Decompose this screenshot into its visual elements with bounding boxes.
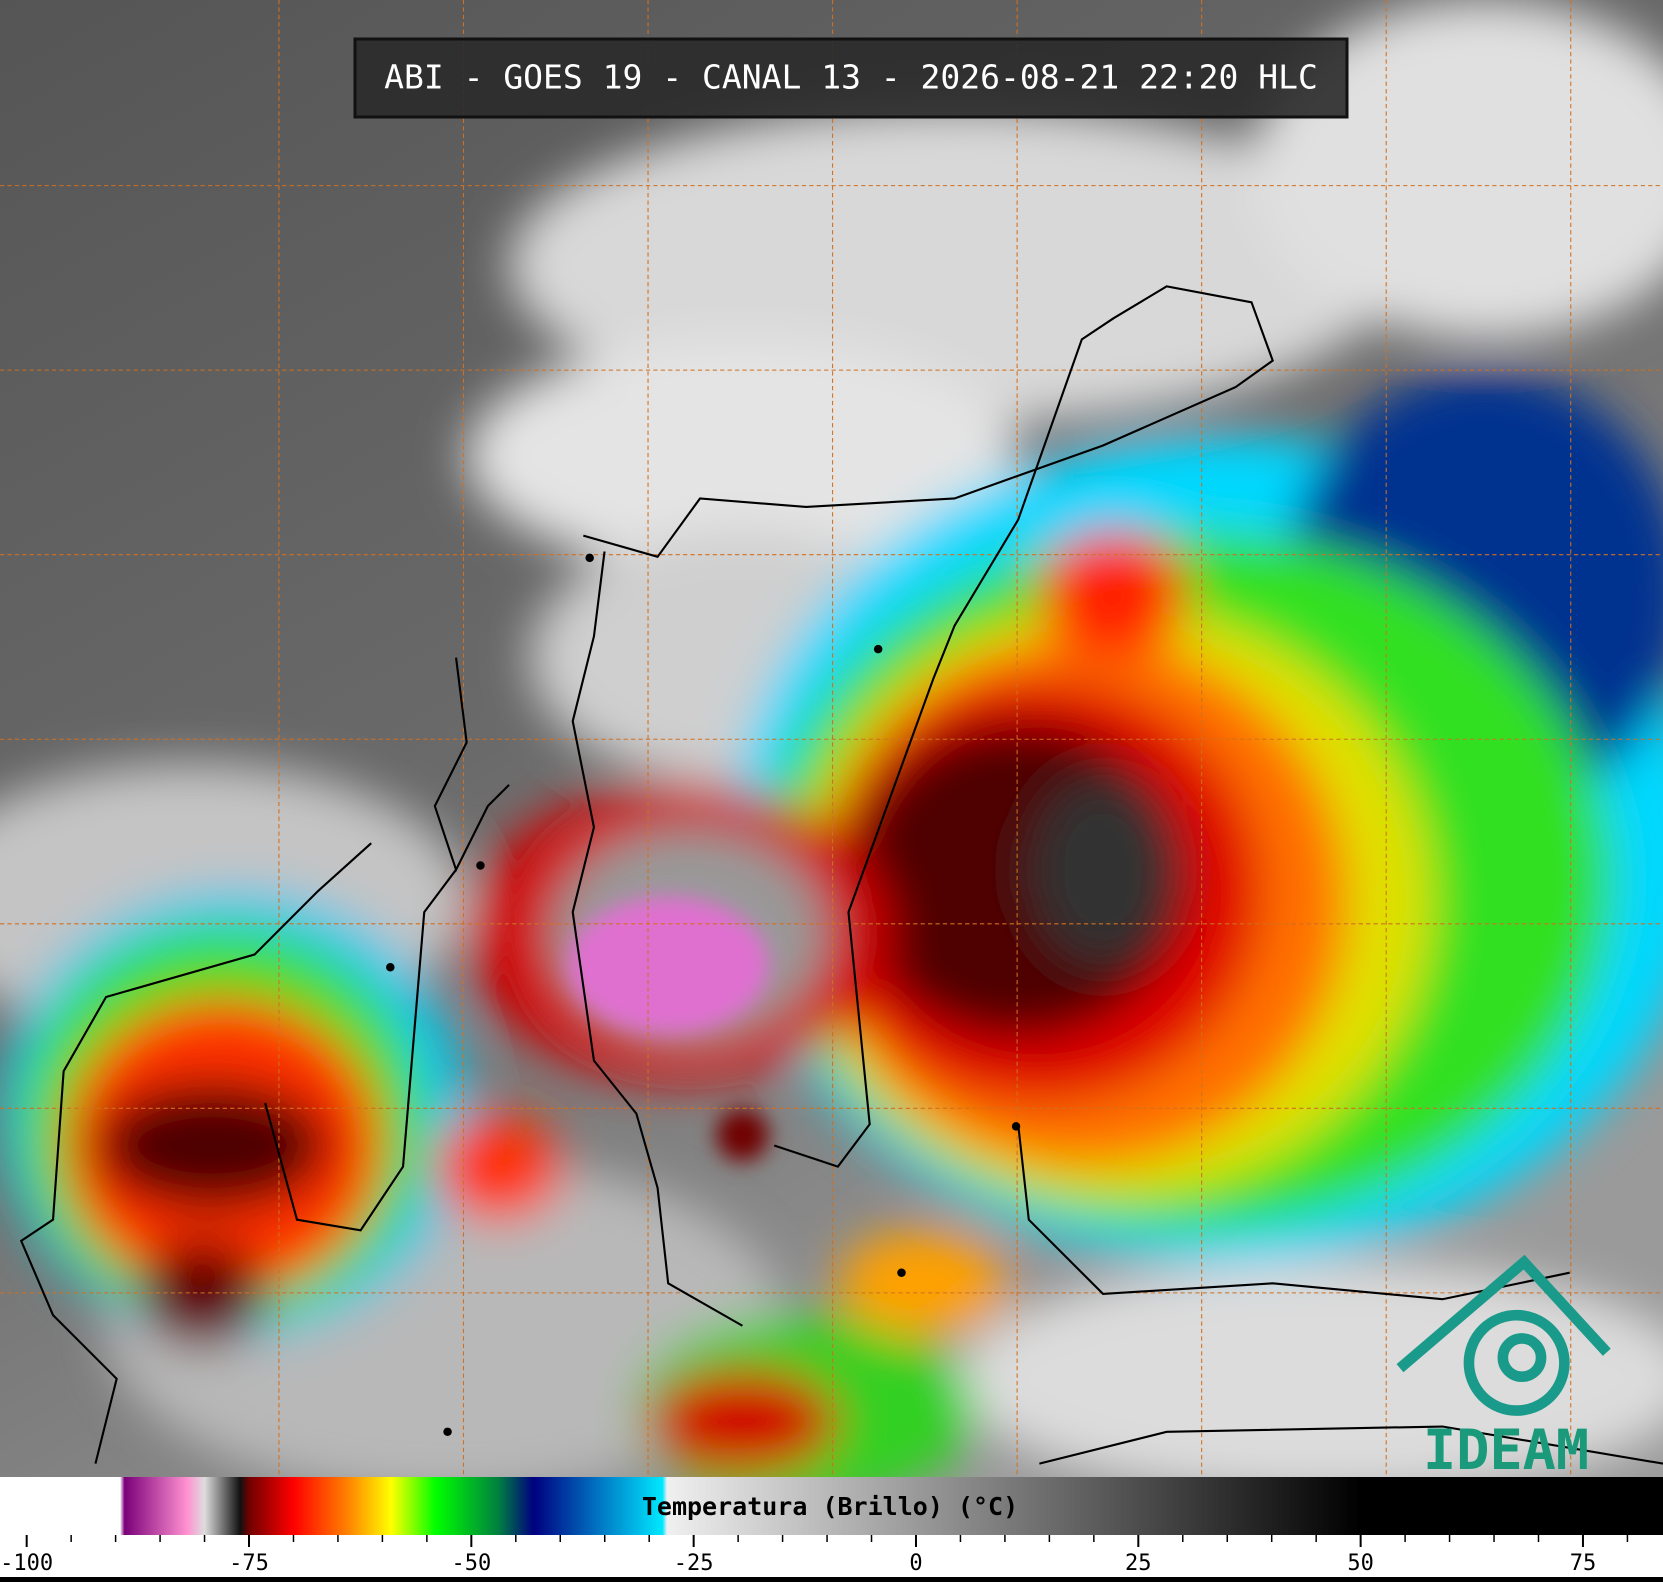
tick-label: -50 <box>451 1551 491 1576</box>
title-box <box>353 37 1349 119</box>
tick-label: -100 <box>0 1551 53 1576</box>
tick-label: -75 <box>229 1551 269 1576</box>
borders <box>19 285 1663 1465</box>
tick-label: 0 <box>909 1551 922 1576</box>
satellite-image: IDEAM <box>0 0 1663 1483</box>
colorbar-axis-bg <box>0 1535 1663 1577</box>
title: ABI - GOES 19 - CANAL 13 - 2026-08-21 22… <box>384 58 1318 97</box>
tick-label: 50 <box>1347 1551 1374 1576</box>
colorbar: Temperatura (Brillo) (°C) -100 -75 -50 -25 0… <box>0 1477 1663 1577</box>
logo-text: IDEAM <box>1423 1419 1589 1483</box>
colorbar-label: Temperatura (Brillo) (°C) <box>642 1492 1018 1521</box>
city-markers <box>386 553 1021 1437</box>
colorbar-ramp <box>0 1477 1663 1535</box>
graticule <box>0 0 1663 1478</box>
tick-label: 25 <box>1125 1551 1152 1576</box>
tick-label: 75 <box>1570 1551 1597 1576</box>
logo-mark <box>1396 1254 1611 1416</box>
tick-label: -25 <box>674 1551 714 1576</box>
